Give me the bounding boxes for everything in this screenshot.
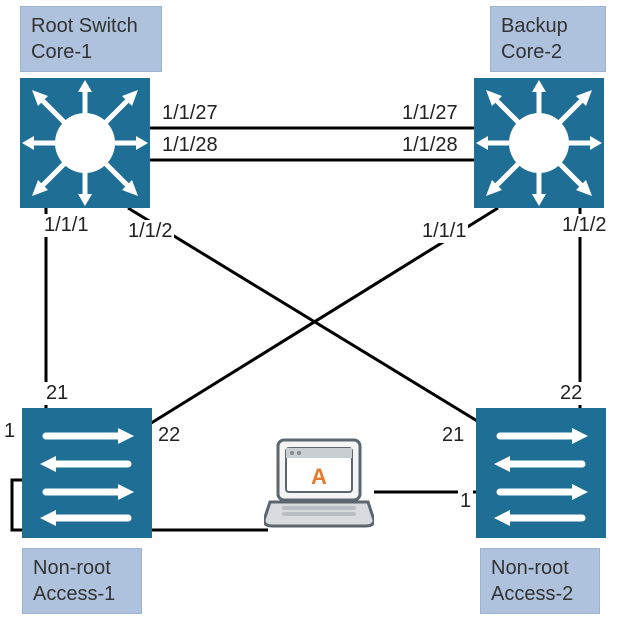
port-label-c2-a2-0: 1/1/2 [560,214,608,237]
port-label-c2-a1-0: 1/1/1 [420,220,468,243]
port-label-c1-c2-bot-1: 1/1/28 [400,134,460,157]
port-label-c1-c2-bot-0: 1/1/28 [160,134,220,157]
port-label-c1-c2-top-0: 1/1/27 [160,102,220,125]
port-label-c2-a2-1: 22 [558,382,584,405]
port-label-c1-c2-top-1: 1/1/27 [400,102,460,125]
port-labels-layer: 1/1/27 1/1/27 1/1/28 1/1/28 1/1/1 21 1/1/2 21 1/… [0,0,624,620]
port-label-c1-a2-0: 1/1/2 [126,220,174,243]
port-label-a1-host-0: 1 [2,420,17,443]
port-label-c1-a1-0: 1/1/1 [42,214,90,237]
port-label-c1-a2-1: 21 [440,424,466,447]
port-label-c1-a1-1: 21 [44,382,70,405]
port-label-c2-a1-1: 22 [156,424,182,447]
port-label-a2-host-0: 1 [458,490,473,513]
